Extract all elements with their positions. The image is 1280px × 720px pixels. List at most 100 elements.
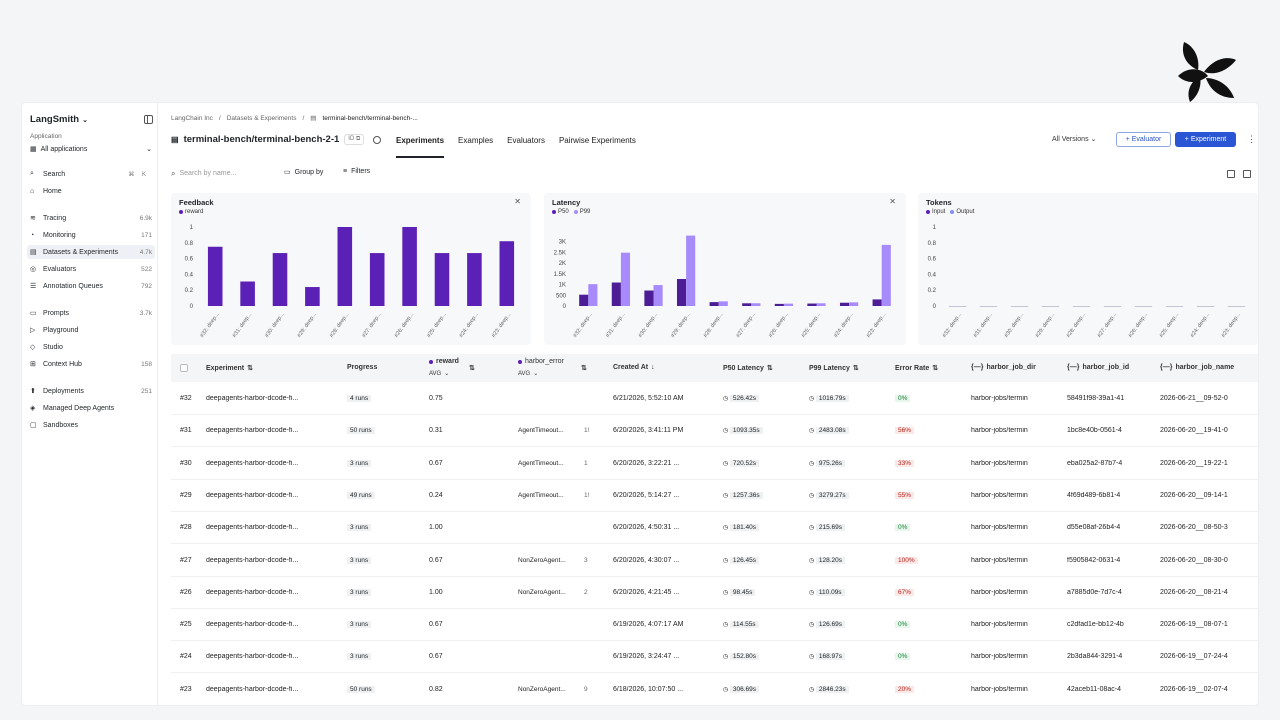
- search-input[interactable]: ⌕ Search by name...: [171, 166, 271, 181]
- filters-button[interactable]: ≡ Filters: [343, 168, 370, 175]
- experiment-name-link[interactable]: deepagents-harbor-dcode-fi...: [206, 588, 299, 596]
- col-job-dir[interactable]: {—} harbor_job_dir: [971, 364, 1036, 371]
- close-icon[interactable]: ✕: [889, 197, 896, 206]
- bar-output[interactable]: [988, 306, 998, 307]
- table-row[interactable]: #28 deepagents-harbor-dcode-fi... 3 runs 1.…: [171, 512, 1258, 545]
- bar-p50[interactable]: [742, 303, 752, 306]
- bar-reward[interactable]: [467, 253, 482, 306]
- bar-output[interactable]: [1236, 306, 1246, 307]
- experiment-name-link[interactable]: deepagents-harbor-dcode-fi...: [206, 427, 299, 435]
- bar-input[interactable]: [1072, 306, 1082, 307]
- col-job-name[interactable]: {—} harbor_job_name: [1160, 364, 1234, 371]
- bar-reward[interactable]: [369, 253, 385, 306]
- bar-p99[interactable]: [588, 284, 598, 306]
- sidebar-item-search[interactable]: ⌕ Search ⌘ K: [27, 167, 155, 181]
- bar-input[interactable]: [1227, 306, 1237, 307]
- sidebar-item-annotation-queues[interactable]: ☰ Annotation Queues 792: [27, 279, 155, 293]
- table-row[interactable]: #32 deepagents-harbor-dcode-fi... 4 runs 0.…: [171, 383, 1258, 415]
- add-experiment-button[interactable]: + Experiment: [1175, 132, 1236, 147]
- id-badge[interactable]: ID ⧉: [344, 134, 365, 145]
- tab-examples[interactable]: Examples: [458, 136, 494, 145]
- close-icon[interactable]: ✕: [514, 197, 521, 206]
- bar-reward[interactable]: [499, 241, 515, 306]
- bar-reward[interactable]: [305, 287, 320, 306]
- bar-input[interactable]: [1196, 306, 1206, 307]
- breadcrumb-section[interactable]: Datasets & Experiments: [226, 114, 297, 122]
- bar-p99[interactable]: [751, 303, 761, 306]
- col-p99[interactable]: P99 Latency ⇅: [809, 364, 859, 373]
- bar-p99[interactable]: [849, 302, 859, 306]
- bar-p50[interactable]: [644, 290, 654, 306]
- bar-p99[interactable]: [620, 252, 631, 306]
- col-experiment[interactable]: Experiment ⇅: [206, 364, 253, 373]
- bar-output[interactable]: [957, 306, 967, 307]
- bar-p50[interactable]: [579, 294, 589, 306]
- sort-icon[interactable]: ⇅: [581, 365, 587, 372]
- table-row[interactable]: #26 deepagents-harbor-dcode-fi... 3 runs 1.…: [171, 577, 1258, 609]
- experiment-name-link[interactable]: deepagents-harbor-dcode-fi...: [206, 395, 299, 402]
- bar-reward[interactable]: [240, 281, 255, 306]
- experiment-name-link[interactable]: deepagents-harbor-dcode-fi...: [206, 556, 299, 564]
- tab-experiments[interactable]: Experiments: [396, 133, 445, 158]
- col-harbor-error[interactable]: harbor_error: [518, 358, 564, 365]
- info-icon[interactable]: [373, 135, 382, 144]
- sidebar-item-monitoring[interactable]: ◔ Monitoring 171: [27, 228, 155, 242]
- bar-output[interactable]: [1019, 306, 1029, 307]
- sidebar-item-tracing[interactable]: ≋ Tracing 6.9k: [27, 211, 155, 225]
- bar-reward[interactable]: [434, 253, 450, 306]
- experiment-name-link[interactable]: deepagents-harbor-dcode-fi...: [206, 653, 299, 661]
- bar-p50[interactable]: [872, 299, 882, 306]
- bar-input[interactable]: [1041, 306, 1051, 307]
- bar-reward[interactable]: [272, 253, 288, 306]
- chart-view-icon[interactable]: [1227, 170, 1235, 178]
- tab-pairwise-experiments[interactable]: Pairwise Experiments: [558, 136, 636, 145]
- bar-p99[interactable]: [686, 235, 696, 306]
- col-reward[interactable]: reward: [429, 358, 459, 365]
- experiment-name-link[interactable]: deepagents-harbor-dcode-fi...: [206, 621, 299, 629]
- sidebar-item-sandboxes[interactable]: ▢ Sandboxes: [27, 418, 155, 432]
- bar-p99[interactable]: [881, 244, 891, 306]
- bar-output[interactable]: [1205, 306, 1215, 307]
- experiment-name-link[interactable]: deepagents-harbor-dcode-fi...: [206, 459, 299, 467]
- bar-p99[interactable]: [718, 301, 728, 306]
- brand-switcher[interactable]: LangSmith ⌄: [30, 114, 88, 125]
- sidebar-item-managed-deep-agents[interactable]: ◈ Managed Deep Agents: [27, 401, 155, 415]
- bar-p99[interactable]: [816, 303, 826, 306]
- table-row[interactable]: #30 deepagents-harbor-dcode-fi... 3 runs 0.…: [171, 448, 1258, 480]
- add-evaluator-button[interactable]: + Evaluator: [1116, 132, 1171, 147]
- experiment-name-link[interactable]: deepagents-harbor-dcode-fi...: [206, 685, 299, 693]
- bar-input[interactable]: [979, 306, 989, 307]
- bar-output[interactable]: [1143, 306, 1153, 307]
- bar-p50[interactable]: [774, 303, 784, 306]
- sidebar-item-prompts[interactable]: ▭ Prompts 3.7k: [27, 306, 155, 320]
- sidebar-item-home[interactable]: ⌂ Home: [27, 184, 155, 198]
- tab-evaluators[interactable]: Evaluators: [507, 136, 545, 145]
- col-error-rate[interactable]: Error Rate ⇅: [895, 364, 938, 373]
- sidebar-item-deployments[interactable]: ⬆ Deployments 251: [27, 384, 155, 398]
- columns-view-icon[interactable]: [1243, 170, 1251, 178]
- bar-output[interactable]: [1050, 306, 1060, 307]
- group-by-button[interactable]: ▭ Group by: [284, 168, 323, 177]
- table-row[interactable]: #23 deepagents-harbor-dcode-fi... 50 runs 0…: [171, 674, 1258, 705]
- versions-select[interactable]: All Versions ⌄: [1052, 136, 1097, 143]
- table-row[interactable]: #29 deepagents-harbor-dcode-fi... 49 runs 0…: [171, 480, 1258, 512]
- sidebar-item-playground[interactable]: ▷ Playground: [27, 323, 155, 337]
- table-row[interactable]: #27 deepagents-harbor-dcode-fi... 3 runs 0.…: [171, 545, 1258, 577]
- bar-input[interactable]: [1165, 306, 1175, 307]
- bar-output[interactable]: [1081, 306, 1091, 307]
- bar-reward[interactable]: [402, 227, 417, 306]
- breadcrumb-org[interactable]: LangChain Inc: [171, 114, 213, 122]
- bar-output[interactable]: [1174, 306, 1184, 307]
- bar-p50[interactable]: [839, 302, 850, 306]
- sidebar-item-datasets-experiments[interactable]: ▤ Datasets & Experiments 4.7k: [27, 245, 155, 259]
- col-p50[interactable]: P50 Latency ⇅: [723, 364, 773, 373]
- bar-p50[interactable]: [611, 282, 621, 306]
- table-row[interactable]: #24 deepagents-harbor-dcode-fi... 3 runs 0.…: [171, 641, 1258, 674]
- bar-p50[interactable]: [709, 302, 719, 306]
- experiment-name-link[interactable]: deepagents-harbor-dcode-fi...: [206, 491, 299, 499]
- sidebar-collapse-icon[interactable]: [144, 115, 153, 124]
- sidebar-item-context-hub[interactable]: ⊞ Context Hub 158: [27, 357, 155, 371]
- bar-input[interactable]: [948, 306, 958, 307]
- experiment-name-link[interactable]: deepagents-harbor-dcode-fi...: [206, 524, 299, 532]
- bar-input[interactable]: [1010, 306, 1020, 307]
